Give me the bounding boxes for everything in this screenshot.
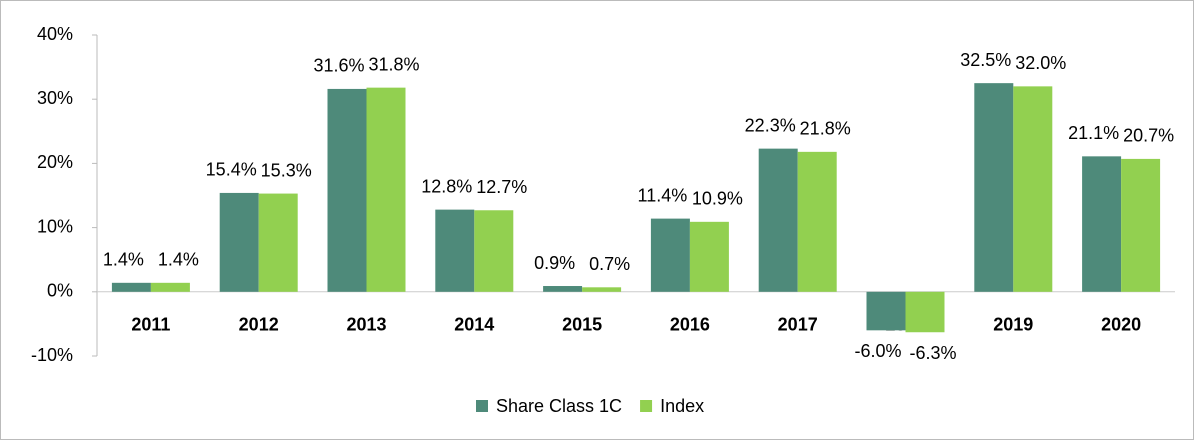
value-label: -6.0% — [854, 341, 901, 361]
value-label: 10.9% — [692, 189, 743, 209]
y-tick-label: 0% — [47, 281, 73, 301]
bar — [758, 148, 798, 292]
value-label: 12.8% — [421, 176, 472, 196]
value-label: 11.4% — [638, 185, 688, 205]
y-tick-label: -10% — [31, 345, 73, 365]
value-label: 22.3% — [745, 115, 796, 135]
x-tick-label: 2015 — [562, 315, 602, 335]
value-label: 0.9% — [534, 253, 575, 273]
y-tick-label: 10% — [37, 216, 73, 236]
bar — [1121, 158, 1161, 292]
value-label: 15.3% — [261, 160, 312, 180]
bar — [543, 286, 583, 292]
bar — [582, 287, 622, 292]
value-label: 32.5% — [960, 50, 1011, 70]
bar — [905, 291, 945, 333]
value-label: 15.4% — [206, 160, 257, 180]
value-label: 1.4% — [158, 250, 199, 270]
legend-swatch — [640, 400, 653, 412]
value-label: 1.4% — [103, 250, 144, 270]
bar — [650, 218, 690, 292]
y-tick-label: 20% — [37, 152, 73, 172]
bar — [474, 210, 514, 292]
legend-swatch — [476, 400, 488, 412]
value-label: 21.8% — [800, 119, 851, 139]
y-tick-label: 30% — [37, 88, 73, 108]
legend-label: Index — [660, 396, 704, 416]
x-tick-label: 2019 — [993, 315, 1033, 335]
value-label: 20.7% — [1123, 126, 1174, 146]
bar — [797, 151, 837, 292]
x-tick-label: 2014 — [454, 315, 494, 335]
bar — [150, 282, 190, 292]
value-label: 0.7% — [589, 254, 630, 274]
value-label: 21.1% — [1068, 123, 1119, 143]
bar — [1082, 156, 1122, 292]
bar — [111, 282, 151, 292]
x-tick-label: 2020 — [1101, 315, 1141, 335]
value-label: 32.0% — [1015, 53, 1066, 73]
bar — [1013, 86, 1053, 292]
bar — [366, 87, 406, 292]
bar — [974, 83, 1014, 292]
bar — [435, 209, 475, 292]
x-tick-label: 2011 — [131, 315, 170, 335]
y-tick-label: 40% — [37, 24, 73, 44]
bar — [327, 88, 367, 292]
x-tick-label: 2016 — [670, 315, 710, 335]
value-label: -6.3% — [909, 343, 956, 363]
bar — [258, 193, 298, 292]
bar — [866, 291, 906, 331]
x-tick-label: 2012 — [239, 315, 279, 335]
bar — [689, 221, 729, 292]
x-tick-label: 2013 — [346, 315, 386, 335]
value-label: 31.8% — [368, 54, 419, 74]
legend-label: Share Class 1C — [496, 396, 622, 416]
value-label: 12.7% — [476, 177, 527, 197]
value-label: 31.6% — [313, 56, 364, 76]
x-tick-label: 2017 — [778, 315, 818, 335]
bar — [219, 192, 259, 292]
